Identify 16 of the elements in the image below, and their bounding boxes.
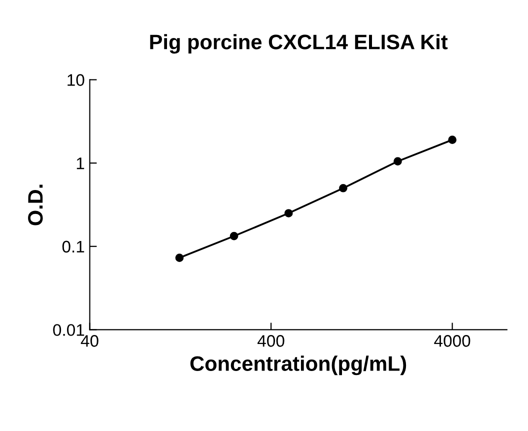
point	[284, 209, 293, 218]
x-tick-label: 4000	[434, 335, 470, 347]
x-tick-label: 400	[258, 335, 284, 347]
y-tick-label: 0.1	[62, 240, 84, 253]
point	[339, 184, 348, 192]
x-axis-title: Concentration(pg/mL)	[190, 356, 406, 376]
point	[230, 232, 238, 240]
y-tick-label: 10	[68, 74, 84, 86]
x-tick-label: 40	[80, 335, 98, 347]
point	[175, 254, 184, 262]
point	[394, 157, 402, 166]
chart-title: Pig porcine CXCL14 ELISA Kit	[150, 34, 448, 54]
y-tick-label: 0.01	[53, 324, 84, 336]
y-axis-title: O.D.	[28, 184, 43, 226]
y-tick-label: 1	[76, 158, 84, 170]
point	[448, 136, 456, 144]
